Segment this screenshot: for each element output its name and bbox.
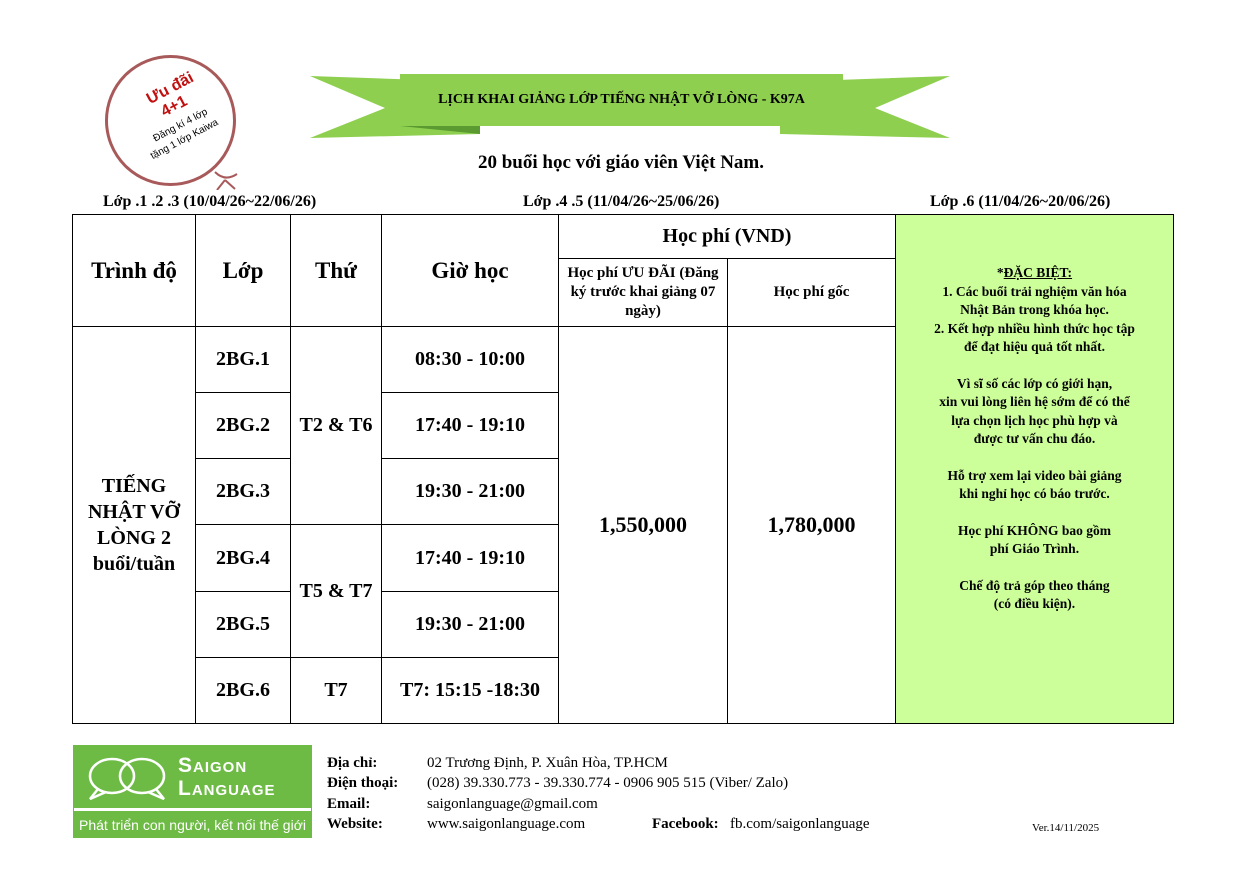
time-cell: 17:40 - 19:10 (381, 392, 559, 459)
day-cell: T7 (290, 657, 382, 724)
class-period: Lớp .6 (11/04/26~20/06/26) (930, 193, 1111, 210)
schedule-table: Trình độ Lớp Thứ Giờ học Học phí (VND) *… (72, 214, 1174, 724)
note-line: Vì sĩ số các lớp có giới hạn, (956, 375, 1113, 391)
subtitle: 20 buổi học với giáo viên Việt Nam. (477, 152, 765, 173)
website-label: Website: (327, 816, 383, 832)
email-label: Email: (327, 796, 371, 812)
header-day: Thứ (290, 214, 382, 327)
notes-cell: *ĐẶC BIỆT: 1. Các buổi trải nghiệm văn h… (895, 214, 1174, 724)
time-cell: 17:40 - 19:10 (381, 524, 559, 592)
note-line: lựa chọn lịch học phù hợp và (951, 412, 1118, 428)
logo-name: Saigon (178, 754, 248, 777)
header-level: Trình độ (72, 214, 196, 327)
class-cell: 2BG.2 (195, 392, 291, 459)
class-period: Lớp .4 .5 (11/04/26~25/06/26) (523, 193, 720, 210)
fee-discount-cell: 1,550,000 (558, 326, 728, 724)
note-line: (có điều kiện). (993, 596, 1076, 612)
header-class: Lớp (195, 214, 291, 327)
note-line: để đạt hiệu quả tốt nhất. (963, 339, 1106, 355)
note-line: phí Giáo Trình. (989, 541, 1080, 557)
time-cell: T7: 15:15 -18:30 (381, 657, 559, 724)
class-cell: 2BG.6 (195, 657, 291, 724)
email: saigonlanguage@gmail.com (427, 796, 598, 812)
phone: (028) 39.330.773 - 39.330.774 - 0906 905… (427, 775, 789, 791)
note-line: khi nghỉ học có báo trước. (959, 486, 1110, 502)
logo-name: Language (178, 777, 276, 800)
time-cell: 19:30 - 21:00 (381, 458, 559, 525)
facebook-label: Facebook: (652, 816, 719, 832)
note-line: Hỗ trợ xem lại video bài giảng (947, 467, 1122, 483)
day-cell: T2 & T6 (290, 326, 382, 525)
promo-stamp: Ưu đãi 4+1 Đăng kí 4 lớp tặng 1 lớp Kaiw… (105, 55, 236, 186)
note-line: được tư vấn chu đáo. (973, 431, 1096, 447)
page-title: LỊCH KHAI GIẢNG LỚP TIẾNG NHẬT VỠ LÒNG -… (400, 74, 843, 126)
note-line: Nhật Bản trong khóa học. (960, 302, 1109, 318)
speech-bubbles-icon (88, 757, 166, 801)
note-line: Chế độ trả góp theo tháng (959, 577, 1110, 593)
class-cell: 2BG.1 (195, 326, 291, 393)
class-cell: 2BG.3 (195, 458, 291, 525)
note-line: 2. Kết hợp nhiều hình thức học tập (934, 320, 1135, 336)
note-line: Học phí KHÔNG bao gồm (957, 522, 1111, 538)
class-period: Lớp .1 .2 .3 (10/04/26~22/06/26) (103, 193, 317, 210)
header-time: Giờ học (381, 214, 559, 327)
note-line: 1. Các buổi trải nghiệm văn hóa (942, 283, 1127, 299)
header-fee: Học phí (VND) (558, 214, 896, 259)
class-cell: 2BG.4 (195, 524, 291, 592)
phone-label: Điện thoại: (327, 775, 399, 791)
logo-tagline: Phát triển con người, kết nối thế giới (74, 809, 311, 837)
day-cell: T5 & T7 (290, 524, 382, 658)
saigon-language-logo: Saigon Language Phát triển con người, kết… (73, 745, 312, 838)
notes-heading: ĐẶC BIỆT: (1003, 265, 1073, 281)
header-fee-original: Học phí gốc (727, 258, 896, 327)
address-label: Địa chỉ: (327, 755, 378, 771)
class-cell: 2BG.5 (195, 591, 291, 658)
level-cell: TIẾNG NHẬT VỠ LÒNG 2 buổi/tuần (72, 326, 196, 724)
bow-icon (214, 171, 238, 190)
header-fee-discount: Học phí ƯU ĐÃI (Đăng ký trước khai giảng… (558, 258, 728, 327)
address: 02 Trương Định, P. Xuân Hòa, TP.HCM (427, 755, 668, 771)
facebook: fb.com/saigonlanguage (730, 816, 870, 832)
time-cell: 08:30 - 10:00 (381, 326, 559, 393)
time-cell: 19:30 - 21:00 (381, 591, 559, 658)
fee-original-cell: 1,780,000 (727, 326, 896, 724)
website: www.saigonlanguage.com (427, 816, 586, 832)
version: Ver.14/11/2025 (1032, 822, 1100, 834)
note-line: xin vui lòng liên hệ sớm để có thể (939, 394, 1130, 410)
